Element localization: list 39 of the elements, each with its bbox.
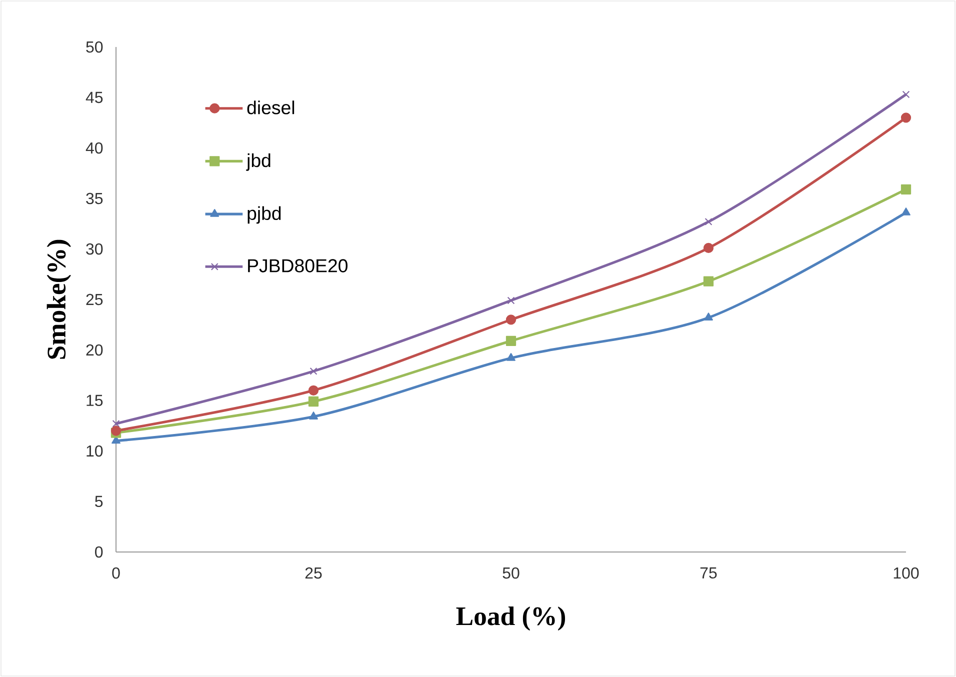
- point: [902, 208, 910, 216]
- point: [507, 296, 515, 304]
- y-tick-label: 45: [86, 92, 103, 104]
- point: [506, 353, 516, 361]
- x-tick-label: 0: [112, 567, 120, 579]
- x-tick-label: 50: [502, 567, 520, 579]
- legend-label: diesel: [247, 100, 294, 114]
- point: [703, 276, 714, 286]
- point: [308, 396, 319, 407]
- y-tick-label: 20: [86, 344, 103, 356]
- point: [112, 420, 120, 428]
- point: [704, 312, 713, 320]
- point: [310, 367, 318, 375]
- point: [308, 385, 319, 396]
- legend-label: jbd: [246, 153, 270, 171]
- point: [506, 336, 516, 346]
- point: [902, 90, 910, 98]
- y-tick-label: 50: [86, 41, 103, 53]
- point: [900, 112, 912, 123]
- point: [900, 184, 912, 194]
- y-tick-label: 10: [86, 445, 103, 457]
- point: [704, 218, 712, 226]
- x-tick-label: 75: [700, 567, 717, 579]
- point: [703, 242, 714, 254]
- y-tick-label: 15: [86, 394, 103, 406]
- legend-label: pjbd: [248, 206, 281, 224]
- y-tick-label: 0: [95, 546, 103, 558]
- y-tick-label: 25: [86, 294, 103, 306]
- y-tick-label: 35: [86, 192, 103, 204]
- y-tick-label: 30: [86, 243, 103, 255]
- point: [506, 314, 516, 325]
- point: [309, 412, 318, 420]
- y-axis-title: Smoke(%): [46, 240, 71, 359]
- x-axis-title: Load (%): [456, 606, 566, 631]
- x-tick-label: 100: [894, 567, 919, 579]
- y-tick-label: 5: [95, 496, 103, 508]
- y-tick-label: 40: [86, 142, 103, 154]
- legend-label: PJBD80E20: [248, 259, 348, 272]
- x-tick-label: 25: [305, 567, 322, 579]
